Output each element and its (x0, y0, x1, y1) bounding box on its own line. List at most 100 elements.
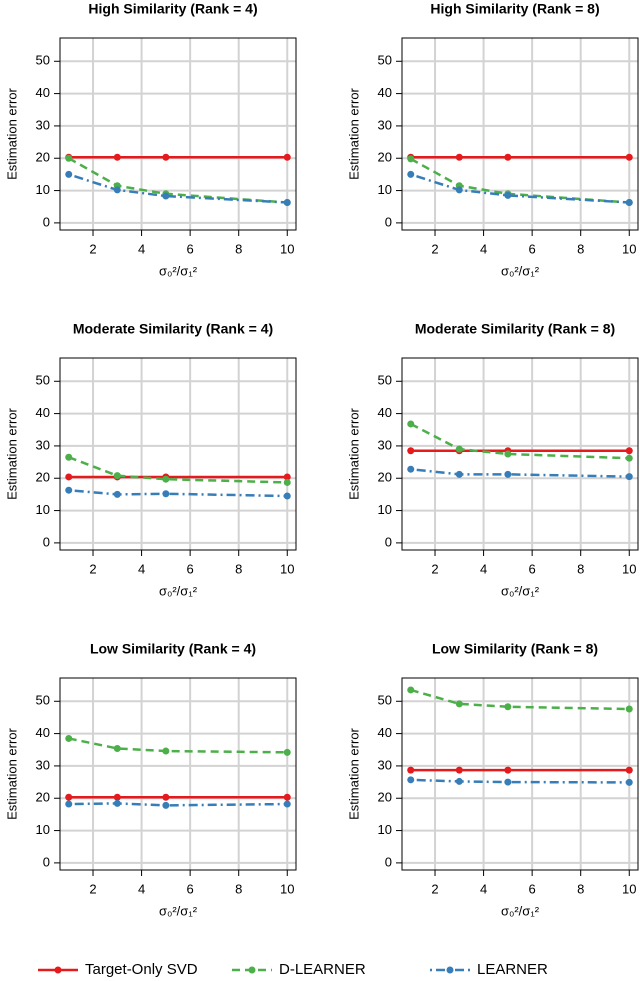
series-point (407, 766, 415, 774)
y-tick-label: 50 (36, 53, 50, 68)
x-axis-label: σ₀²/σ₁² (159, 903, 198, 918)
series-point (504, 450, 512, 458)
x-tick-label: 6 (187, 241, 194, 256)
series-point (455, 470, 463, 478)
x-tick-label: 10 (280, 561, 294, 576)
series-line (68, 737, 288, 754)
x-tick-label: 2 (431, 881, 438, 896)
y-tick-label: 10 (36, 822, 50, 837)
series-point (504, 703, 512, 711)
y-axis-label: Estimation error (346, 87, 361, 179)
y-tick-label: 0 (43, 214, 50, 229)
plot-frame (59, 677, 297, 871)
series-point (625, 454, 633, 462)
series-point (283, 473, 291, 481)
x-tick-label: 10 (622, 881, 636, 896)
y-tick-label: 10 (378, 502, 392, 517)
series-point (625, 199, 633, 207)
series-point (162, 801, 170, 809)
series-point (407, 447, 415, 455)
y-axis-label: Estimation error (346, 727, 361, 819)
chart-title: Low Similarity (Rank = 4) (90, 641, 256, 657)
series-line (410, 467, 630, 478)
x-tick-label: 10 (280, 881, 294, 896)
chart-title: High Similarity (Rank = 8) (430, 1, 599, 17)
series-line (410, 157, 630, 204)
y-tick-label: 20 (36, 150, 50, 165)
y-tick-label: 50 (378, 693, 392, 708)
series-point (455, 153, 463, 161)
series-point (625, 153, 633, 161)
x-tick-label: 2 (89, 881, 96, 896)
series-point (455, 186, 463, 194)
series-point (283, 492, 291, 500)
series-line (68, 157, 288, 204)
y-tick-label: 30 (378, 437, 392, 452)
series-point (625, 705, 633, 713)
series-line (410, 422, 630, 460)
series-point (283, 478, 291, 486)
x-tick-label: 4 (138, 881, 145, 896)
y-tick-label: 0 (43, 854, 50, 869)
series-point (455, 777, 463, 785)
panel: Low Similarity (Rank = 4) 0 10 20 30 40 50 2 4 6 8… (4, 641, 297, 918)
y-tick-label: 20 (378, 150, 392, 165)
y-tick-label: 0 (385, 854, 392, 869)
series-point (113, 153, 121, 161)
y-axis-label: Estimation error (346, 407, 361, 499)
series-point (504, 470, 512, 478)
y-tick-label: 50 (378, 373, 392, 388)
series-point (504, 778, 512, 786)
x-axis-label: σ₀²/σ₁² (159, 583, 198, 598)
x-tick-label: 8 (577, 881, 584, 896)
x-tick-label: 10 (622, 561, 636, 576)
x-tick-label: 4 (480, 561, 487, 576)
series-point (407, 776, 415, 784)
y-tick-label: 50 (378, 53, 392, 68)
series-point (504, 153, 512, 161)
y-tick-label: 40 (36, 725, 50, 740)
x-tick-label: 10 (280, 241, 294, 256)
x-tick-label: 8 (577, 241, 584, 256)
x-tick-label: 2 (431, 241, 438, 256)
series-point (625, 766, 633, 774)
series-point (65, 170, 73, 178)
series-point (65, 800, 73, 808)
x-axis-label: σ₀²/σ₁² (159, 263, 198, 278)
x-tick-label: 6 (187, 561, 194, 576)
x-tick-label: 6 (529, 241, 536, 256)
legend-label: D-LEARNER (279, 961, 366, 978)
series-point (162, 192, 170, 200)
series-point (65, 793, 73, 801)
x-tick-label: 2 (431, 561, 438, 576)
x-axis-label: σ₀²/σ₁² (501, 903, 540, 918)
panel: Moderate Similarity (Rank = 4) 0 10 20 30 40 5… (4, 321, 297, 598)
y-tick-label: 40 (36, 85, 50, 100)
x-tick-label: 10 (622, 241, 636, 256)
x-tick-label: 8 (235, 561, 242, 576)
series-point (455, 766, 463, 774)
y-tick-label: 0 (385, 534, 392, 549)
series-point (625, 447, 633, 455)
y-tick-label: 10 (36, 182, 50, 197)
series-point (113, 186, 121, 194)
series-point (407, 686, 415, 694)
panel: High Similarity (Rank = 8) 0 10 20 30 40 50 2 4 6… (346, 1, 639, 278)
series-point (65, 734, 73, 742)
y-axis-label: Estimation error (4, 727, 19, 819)
series-line (410, 173, 630, 204)
y-tick-label: 40 (378, 85, 392, 100)
y-tick-label: 50 (36, 373, 50, 388)
panel: Moderate Similarity (Rank = 8) 0 10 20 30 40 5… (346, 321, 639, 598)
series-point (162, 793, 170, 801)
y-axis-label: Estimation error (4, 407, 19, 499)
series-point (65, 154, 73, 162)
y-tick-label: 0 (385, 214, 392, 229)
series-line (68, 456, 288, 484)
series-point (113, 793, 121, 801)
legend-label: Target-Only SVD (85, 961, 198, 978)
chart-title: High Similarity (Rank = 4) (88, 1, 257, 17)
series-point (625, 778, 633, 786)
